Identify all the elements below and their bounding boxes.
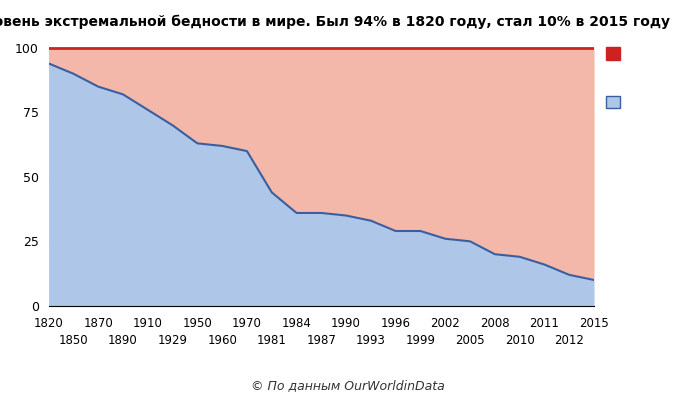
Text: 1960: 1960: [207, 334, 237, 347]
Text: 1990: 1990: [331, 317, 361, 330]
Text: 1996: 1996: [381, 317, 411, 330]
Text: 1870: 1870: [83, 317, 113, 330]
Title: Уровень экстремальной бедности в мире. Был 94% в 1820 году, стал 10% в 2015 году: Уровень экстремальной бедности в мире. Б…: [0, 15, 670, 29]
Text: 2002: 2002: [430, 317, 460, 330]
Text: 1981: 1981: [256, 334, 286, 347]
Text: 1993: 1993: [356, 334, 386, 347]
Text: 2011: 2011: [530, 317, 559, 330]
Text: 1890: 1890: [108, 334, 138, 347]
Legend: , : ,: [607, 47, 632, 110]
Text: © По данным OurWorldinData: © По данным OurWorldinData: [251, 379, 444, 392]
Text: 2015: 2015: [579, 317, 609, 330]
Text: 1850: 1850: [58, 334, 88, 347]
Text: 2012: 2012: [555, 334, 584, 347]
Text: 2010: 2010: [505, 334, 534, 347]
Text: 1910: 1910: [133, 317, 163, 330]
Text: 1984: 1984: [281, 317, 311, 330]
Text: 2008: 2008: [480, 317, 509, 330]
Text: 1820: 1820: [34, 317, 63, 330]
Text: 1999: 1999: [405, 334, 436, 347]
Text: 2005: 2005: [455, 334, 485, 347]
Text: 1987: 1987: [306, 334, 336, 347]
Text: 1970: 1970: [232, 317, 262, 330]
Text: 1950: 1950: [183, 317, 212, 330]
Text: 1929: 1929: [158, 334, 188, 347]
